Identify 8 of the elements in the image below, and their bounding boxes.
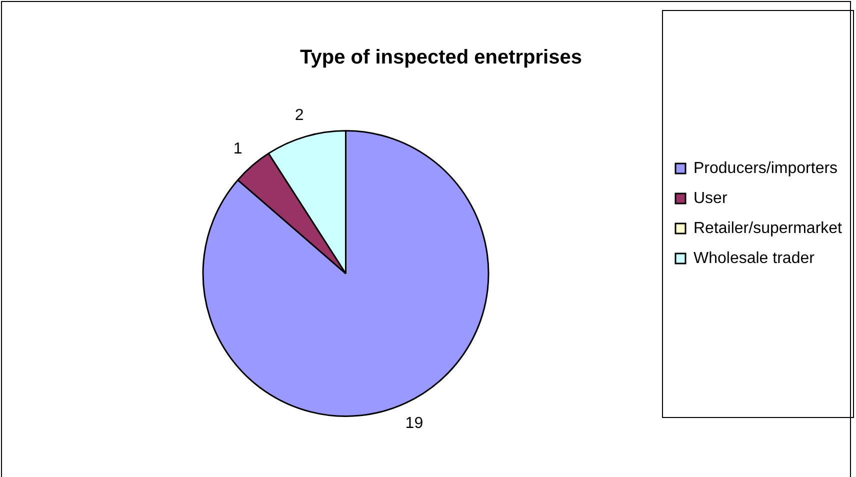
text: Type of inspected enetrprises <box>300 46 582 69</box>
legend-label: User <box>694 190 728 207</box>
legend-label: Wholesale trader <box>694 250 816 267</box>
legend-label: Retailer/supermarket <box>694 220 843 237</box>
data-label: 19 <box>405 414 424 432</box>
data-label: 2 <box>294 106 304 124</box>
legend-label: Producers/importers <box>694 160 838 177</box>
data-label: 1 <box>233 140 242 158</box>
